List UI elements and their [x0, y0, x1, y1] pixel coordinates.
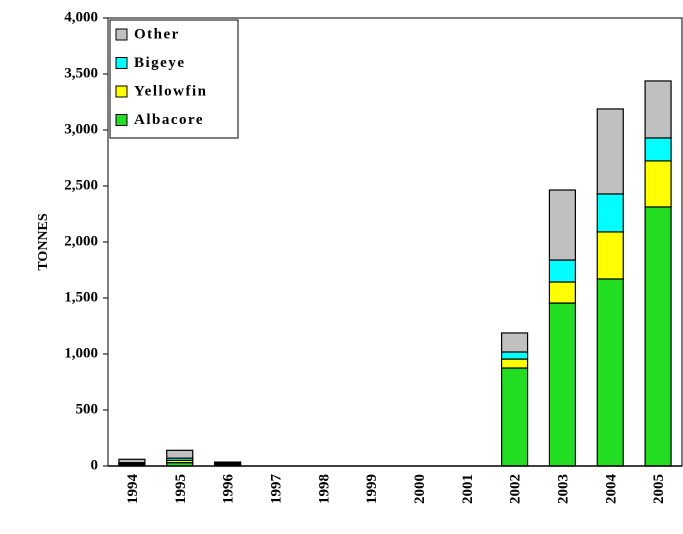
bar-segment — [644, 137, 672, 162]
x-tick-label: 2004 — [603, 474, 619, 505]
legend-swatch — [115, 114, 128, 126]
bar-segment — [500, 351, 529, 360]
x-tick-label: 1995 — [173, 474, 189, 504]
x-tick-label: 2003 — [555, 474, 571, 504]
x-tick-label: 1999 — [364, 474, 380, 504]
x-tick-label: 1996 — [221, 474, 237, 505]
legend-box — [109, 19, 239, 139]
x-tick-label: 2002 — [508, 474, 524, 504]
bar-segment — [500, 332, 529, 353]
x-tick-label: 2001 — [460, 474, 476, 504]
y-tick-label: 2,000 — [64, 233, 98, 249]
x-tick-label: 2000 — [412, 474, 428, 504]
bar-segment — [500, 358, 529, 369]
bar-segment — [166, 449, 194, 459]
bar-segment — [644, 206, 672, 467]
legend-label: Bigeye — [134, 55, 186, 71]
bar-segment — [500, 367, 529, 467]
y-tick-label: 4,000 — [64, 9, 98, 25]
legend-label: Other — [134, 26, 180, 42]
y-tick-label: 3,000 — [64, 121, 98, 137]
y-tick-label: 1,500 — [64, 289, 98, 305]
bar-segment — [548, 189, 577, 261]
bar-segment — [596, 108, 624, 195]
y-tick-label: 1,000 — [64, 345, 98, 361]
x-tick-label: 2005 — [651, 474, 667, 504]
y-tick-label: 2,500 — [64, 177, 98, 193]
legend-swatch — [115, 57, 128, 69]
bar-segment — [548, 302, 577, 467]
bar-segment — [118, 458, 146, 464]
bar-segment — [213, 461, 242, 464]
x-tick-label: 1998 — [316, 474, 332, 504]
bar-segment — [596, 193, 624, 233]
bar-segment — [596, 231, 624, 280]
y-axis-label: TONNES — [36, 213, 51, 271]
legend-swatch — [115, 28, 128, 41]
bar-segment — [644, 160, 672, 208]
y-tick-label: 3,500 — [64, 65, 98, 81]
x-tick-label: 1997 — [268, 474, 284, 505]
y-tick-label: 0 — [91, 457, 99, 473]
bar-segment — [548, 259, 577, 283]
x-tick-label: 1994 — [125, 474, 141, 505]
bar-segment — [644, 80, 672, 139]
legend-swatch — [115, 85, 128, 98]
y-tick-label: 500 — [76, 401, 99, 417]
bar-segment — [596, 278, 624, 467]
legend-label: Albacore — [134, 112, 204, 128]
bar-segment — [548, 281, 577, 304]
legend-label: Yellowfin — [134, 83, 208, 99]
